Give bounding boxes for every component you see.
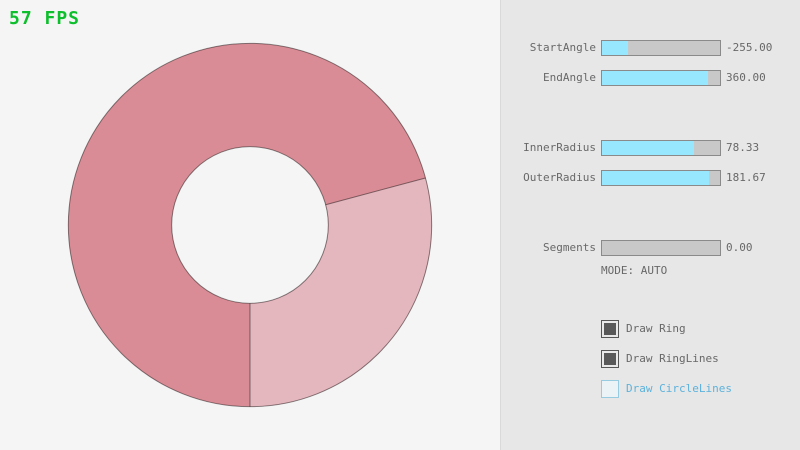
slider-label: InnerRadius [523, 141, 596, 154]
endangle-slider[interactable] [601, 70, 721, 86]
draw-circlelines-checkbox[interactable] [601, 380, 619, 398]
ring-canvas [67, 42, 433, 408]
segments-mode-label: MODE: AUTO [601, 264, 668, 277]
slider-label: EndAngle [543, 71, 596, 84]
slider-fill [602, 71, 709, 85]
checkbox-row-draw-circlelines: Draw CircleLines [501, 380, 800, 398]
slider-row-endangle: EndAngle 360.00 [501, 70, 800, 86]
ring-fill-single [250, 177, 432, 407]
checkbox-row-draw-ring: Draw Ring [501, 320, 800, 338]
control-panel: StartAngle -255.00 EndAngle 360.00 Inner… [500, 0, 800, 450]
checkmark [604, 323, 616, 335]
checkbox-row-draw-ringlines: Draw RingLines [501, 350, 800, 368]
fps-counter: 57 FPS [9, 8, 81, 29]
checkbox-label: Draw Ring [626, 322, 686, 335]
slider-value: 0.00 [726, 241, 753, 254]
slider-row-startangle: StartAngle -255.00 [501, 40, 800, 56]
slider-value: 181.67 [726, 171, 766, 184]
ring-outline-outer [67, 42, 433, 408]
slider-fill [602, 141, 695, 155]
slider-value: -255.00 [726, 41, 773, 54]
draw-ring-checkbox[interactable] [601, 320, 619, 338]
ring-edge-line-start [325, 177, 426, 206]
slider-label: Segments [543, 241, 596, 254]
startangle-slider[interactable] [601, 40, 721, 56]
slider-row-segments: Segments 0.00 [501, 240, 800, 256]
outerradius-slider[interactable] [601, 170, 721, 186]
draw-ringlines-checkbox[interactable] [601, 350, 619, 368]
checkmark [604, 353, 616, 365]
slider-fill [602, 41, 628, 55]
ring-outline-inner [171, 146, 329, 304]
checkbox-label: Draw CircleLines [626, 382, 732, 395]
slider-label: OuterRadius [523, 171, 596, 184]
innerradius-slider[interactable] [601, 140, 721, 156]
slider-value: 78.33 [726, 141, 760, 154]
slider-value: 360.00 [726, 71, 766, 84]
checkbox-label: Draw RingLines [626, 352, 719, 365]
segments-slider[interactable] [601, 240, 721, 256]
slider-label: StartAngle [529, 41, 596, 54]
slider-row-innerradius: InnerRadius 78.33 [501, 140, 800, 156]
slider-fill [602, 171, 710, 185]
slider-row-outerradius: OuterRadius 181.67 [501, 170, 800, 186]
